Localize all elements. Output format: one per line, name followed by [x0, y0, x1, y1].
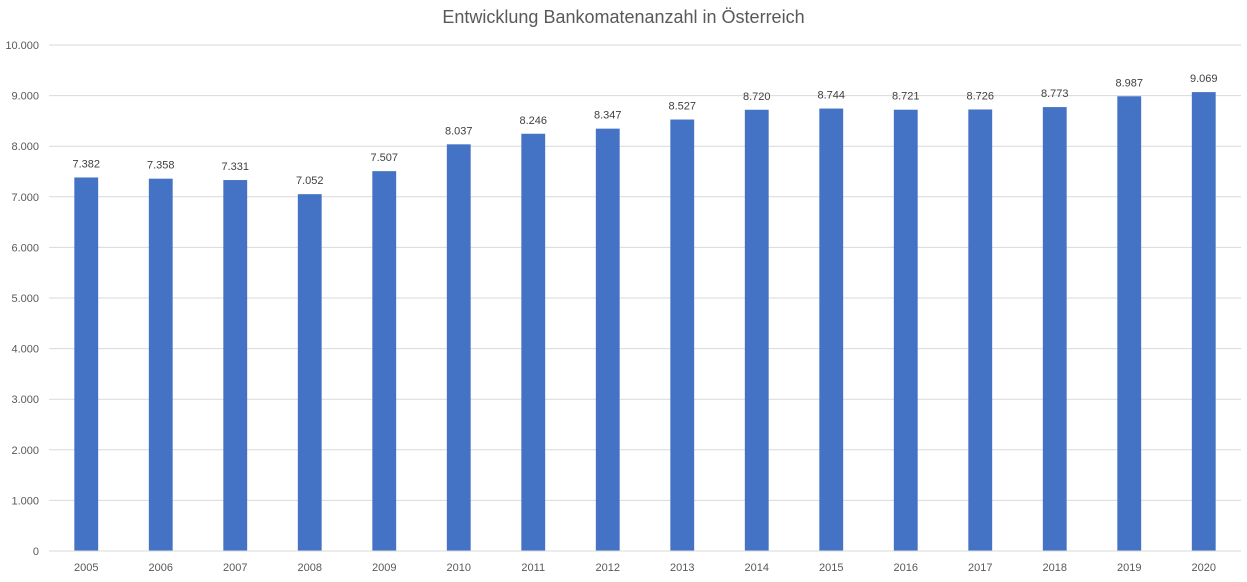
y-tick-label: 6.000	[11, 242, 39, 254]
x-tick-label: 2013	[670, 562, 694, 574]
x-axis-ticks: 2005 2006 2007 2008 2009 2010 2011 2012 2013 2014…	[74, 562, 1216, 574]
x-tick-label: 2012	[596, 562, 620, 574]
y-tick-label: 7.000	[11, 192, 39, 204]
bar	[1117, 96, 1142, 551]
bar	[595, 128, 620, 552]
x-tick-label: 2016	[894, 562, 918, 574]
y-tick-label: 1.000	[11, 495, 39, 507]
x-tick-label: 2009	[372, 562, 396, 574]
x-tick-label: 2015	[819, 562, 843, 574]
chart-title: Entwicklung Bankomatenanzahl in Österrei…	[442, 7, 805, 27]
data-label: 8.720	[743, 91, 771, 103]
data-label: 8.721	[892, 91, 920, 103]
data-label: 8.987	[1115, 77, 1143, 89]
x-tick-label: 2017	[968, 562, 992, 574]
bar	[297, 194, 322, 551]
gridlines	[49, 44, 1241, 501]
bar	[223, 180, 248, 552]
y-tick-label: 4.000	[11, 344, 39, 356]
x-tick-label: 2005	[74, 562, 98, 574]
y-axis-ticks: 0 1.000 2.000 3.000 4.000 5.000 6.000 7.000 8.00…	[5, 40, 39, 558]
data-label: 8.037	[445, 125, 473, 137]
data-label: 7.507	[370, 152, 398, 164]
bar	[893, 109, 918, 551]
x-tick-label: 2018	[1043, 562, 1067, 574]
x-tick-label: 2007	[223, 562, 247, 574]
data-label: 8.744	[817, 90, 845, 102]
bar	[446, 144, 471, 551]
bar	[744, 109, 769, 551]
y-tick-label: 9.000	[11, 91, 39, 103]
data-label: 8.527	[668, 101, 696, 113]
data-label: 7.358	[147, 160, 175, 172]
data-label: 9.069	[1190, 73, 1218, 85]
data-label: 7.052	[296, 175, 324, 187]
x-tick-label: 2006	[149, 562, 173, 574]
bar	[1042, 107, 1067, 552]
bar	[1191, 92, 1216, 552]
y-tick-label: 10.000	[5, 40, 39, 52]
bar	[670, 119, 695, 551]
y-tick-label: 5.000	[11, 293, 39, 305]
data-label: 8.347	[594, 110, 622, 122]
x-tick-label: 2008	[298, 562, 322, 574]
x-tick-label: 2010	[447, 562, 471, 574]
y-tick-label: 8.000	[11, 141, 39, 153]
y-tick-label: 2.000	[11, 445, 39, 457]
data-label: 8.726	[966, 90, 994, 102]
bar	[148, 178, 173, 552]
bar	[968, 109, 993, 551]
x-tick-label: 2014	[745, 562, 769, 574]
data-label: 7.331	[221, 161, 249, 173]
x-tick-label: 2019	[1117, 562, 1141, 574]
y-tick-label: 0	[33, 546, 39, 558]
bar	[372, 171, 397, 551]
x-tick-label: 2020	[1192, 562, 1216, 574]
x-tick-label: 2011	[521, 562, 545, 574]
bar	[521, 133, 546, 552]
data-label: 7.382	[72, 158, 100, 170]
bar	[74, 177, 99, 551]
y-tick-label: 3.000	[11, 394, 39, 406]
data-label: 8.246	[519, 115, 547, 127]
bar	[819, 108, 844, 552]
bars	[74, 92, 1216, 552]
data-labels: 7.382 7.358 7.331 7.052 7.507 8.037 8.246 8.347…	[72, 73, 1217, 187]
data-label: 8.773	[1041, 88, 1069, 100]
